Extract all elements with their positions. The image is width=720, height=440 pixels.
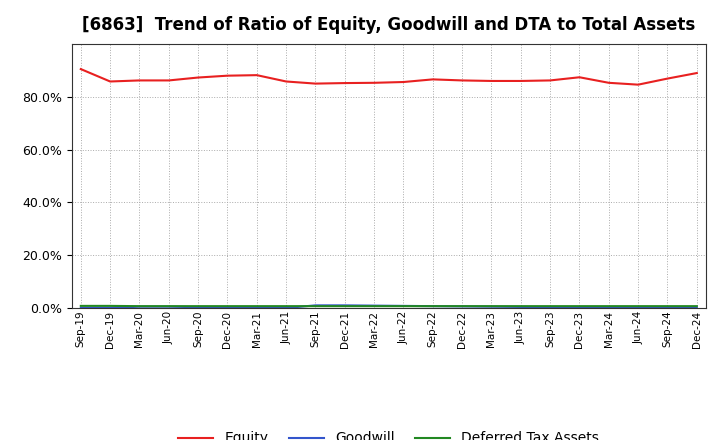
Equity [282, 79, 290, 84]
Deferred Tax Assets [399, 304, 408, 309]
Deferred Tax Assets [487, 304, 496, 309]
Equity [223, 73, 232, 78]
Deferred Tax Assets [253, 304, 261, 309]
Equity [164, 78, 173, 83]
Goodwill [311, 303, 320, 308]
Goodwill [458, 304, 467, 309]
Deferred Tax Assets [605, 304, 613, 309]
Equity [428, 77, 437, 82]
Goodwill [663, 305, 672, 310]
Goodwill [634, 305, 642, 310]
Equity [135, 78, 144, 83]
Equity [370, 80, 379, 85]
Equity [634, 82, 642, 87]
Deferred Tax Assets [194, 304, 202, 309]
Equity [106, 79, 114, 84]
Deferred Tax Assets [282, 304, 290, 309]
Goodwill [194, 304, 202, 310]
Goodwill [546, 304, 554, 310]
Goodwill [253, 305, 261, 311]
Goodwill [399, 303, 408, 308]
Goodwill [693, 305, 701, 310]
Goodwill [164, 304, 173, 309]
Goodwill [341, 303, 349, 308]
Goodwill [575, 304, 584, 310]
Deferred Tax Assets [311, 304, 320, 309]
Deferred Tax Assets [341, 304, 349, 309]
Equity [575, 75, 584, 80]
Equity [546, 78, 554, 83]
Equity [253, 73, 261, 78]
Equity [399, 79, 408, 84]
Equity [516, 78, 525, 84]
Deferred Tax Assets [428, 304, 437, 309]
Goodwill [223, 305, 232, 311]
Equity [311, 81, 320, 86]
Line: Goodwill: Goodwill [81, 305, 697, 308]
Deferred Tax Assets [223, 304, 232, 309]
Goodwill [76, 305, 85, 311]
Equity [341, 81, 349, 86]
Goodwill [370, 303, 379, 308]
Deferred Tax Assets [106, 303, 114, 308]
Goodwill [428, 304, 437, 309]
Legend: Equity, Goodwill, Deferred Tax Assets: Equity, Goodwill, Deferred Tax Assets [173, 426, 605, 440]
Equity [605, 80, 613, 85]
Deferred Tax Assets [546, 304, 554, 309]
Deferred Tax Assets [663, 304, 672, 309]
Deferred Tax Assets [575, 304, 584, 309]
Equity [194, 75, 202, 80]
Deferred Tax Assets [693, 304, 701, 309]
Title: [6863]  Trend of Ratio of Equity, Goodwill and DTA to Total Assets: [6863] Trend of Ratio of Equity, Goodwil… [82, 16, 696, 34]
Equity [76, 66, 85, 72]
Goodwill [282, 305, 290, 311]
Deferred Tax Assets [76, 303, 85, 308]
Goodwill [487, 304, 496, 309]
Deferred Tax Assets [634, 304, 642, 309]
Goodwill [516, 304, 525, 310]
Line: Equity: Equity [81, 69, 697, 84]
Equity [458, 78, 467, 83]
Equity [487, 78, 496, 84]
Equity [693, 70, 701, 76]
Equity [663, 76, 672, 81]
Goodwill [106, 305, 114, 311]
Deferred Tax Assets [164, 304, 173, 309]
Deferred Tax Assets [458, 304, 467, 309]
Goodwill [605, 305, 613, 310]
Deferred Tax Assets [370, 304, 379, 309]
Deferred Tax Assets [516, 304, 525, 309]
Deferred Tax Assets [135, 304, 144, 309]
Goodwill [135, 304, 144, 309]
